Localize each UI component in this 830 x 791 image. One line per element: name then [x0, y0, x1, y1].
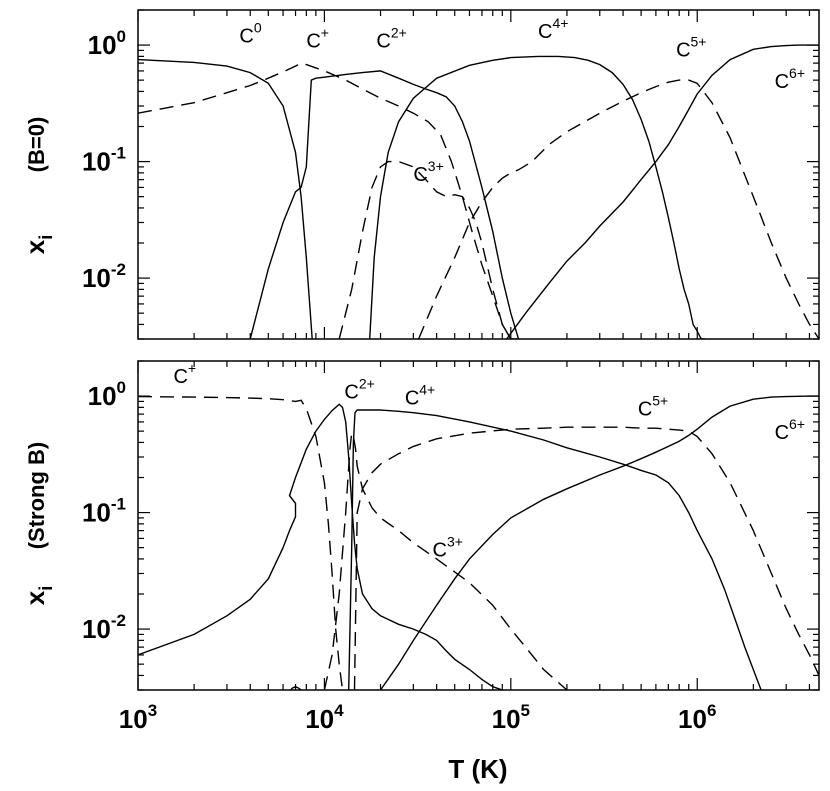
- y-tick-label-base: 10: [88, 381, 117, 411]
- y-tick-label: 10-2: [82, 260, 126, 293]
- species-label-base: C: [432, 539, 446, 561]
- x-tick-label-exp: 3: [148, 701, 157, 720]
- x-tick-label-exp: 6: [707, 701, 716, 720]
- series-C2plus-line: [249, 70, 520, 339]
- species-label: C4+: [405, 381, 435, 409]
- y-tick-label-base: 10: [82, 147, 111, 177]
- y-tick-label-exp: -2: [111, 260, 126, 279]
- species-label: C2+: [376, 25, 406, 53]
- series-C6plus-line: [379, 395, 819, 690]
- series-C3plus-line: [323, 430, 568, 690]
- x-tick-label-exp: 5: [521, 701, 530, 720]
- series-group: [138, 395, 819, 690]
- species-label-sup: 2+: [391, 25, 407, 41]
- y-tick-label-base: 10: [82, 263, 111, 293]
- species-label: C5+: [638, 393, 668, 421]
- y-tick-label: 100: [88, 378, 126, 411]
- species-label-base: C: [638, 399, 652, 421]
- species-label: C2+: [344, 376, 374, 404]
- x-tick-label-base: 10: [678, 704, 707, 734]
- series-C5plus-line: [417, 79, 819, 339]
- series-Cplus-line: [138, 62, 512, 339]
- series-C0-line: [138, 58, 313, 339]
- x-tick-label: 103: [119, 701, 157, 734]
- series-C4plus-line: [369, 55, 705, 339]
- species-label-base: C: [775, 422, 789, 444]
- x-tick-label-base: 10: [119, 704, 148, 734]
- species-label: C3+: [432, 533, 462, 561]
- series-Cplus-line: [138, 395, 344, 690]
- panel-b0-ylabel-sub: i: [36, 235, 56, 240]
- species-label-base: C: [239, 26, 253, 48]
- series-C5plus-line: [353, 426, 819, 690]
- panel-strong-b-ylabel: xi: [20, 586, 56, 605]
- y-tick-label: 10-1: [82, 144, 126, 177]
- species-label-base: C: [306, 31, 320, 53]
- y-tick-label-exp: -2: [111, 611, 126, 630]
- species-label-sup: +: [188, 360, 196, 376]
- species-label-sup: 2+: [359, 376, 375, 392]
- y-tick-label-exp: 0: [117, 27, 126, 46]
- species-label-sup: 3+: [447, 533, 463, 549]
- y-tick-label: 10-2: [82, 611, 126, 644]
- species-label-sup: +: [321, 25, 329, 41]
- species-label: C5+: [676, 33, 706, 61]
- y-tick-label-exp: -1: [111, 495, 126, 514]
- species-label-sup: 5+: [691, 33, 707, 49]
- y-tick-label-base: 10: [88, 30, 117, 60]
- x-tick-label-exp: 4: [334, 701, 344, 720]
- species-label-base: C: [344, 382, 358, 404]
- x-tick-label: 105: [492, 701, 530, 734]
- species-label-base: C: [413, 164, 427, 186]
- series-C0-line: [289, 685, 303, 690]
- panel-strong-b-ylabel-sub: i: [36, 586, 56, 591]
- panel-strong-b-label: (Strong B): [24, 442, 49, 550]
- panel-b0-ylabel: xi: [20, 235, 56, 254]
- species-label-sup: 4+: [553, 15, 569, 31]
- species-label: C6+: [775, 65, 805, 93]
- y-tick-label-base: 10: [82, 498, 111, 528]
- x-tick-label: 104: [305, 701, 344, 734]
- species-label-base: C: [173, 366, 187, 388]
- panel-strong-b-ylabel-main: x: [20, 590, 50, 605]
- y-tick-label: 10-1: [82, 495, 126, 528]
- species-label-sup: 3+: [428, 158, 444, 174]
- y-tick-label-exp: 0: [117, 378, 126, 397]
- x-axis-title: T (K): [448, 754, 507, 784]
- species-label-base: C: [538, 21, 552, 43]
- panel-b0-label: (B=0): [24, 117, 49, 173]
- species-label-base: C: [405, 387, 419, 409]
- species-label: C+: [306, 25, 329, 53]
- x-tick-label-base: 10: [492, 704, 521, 734]
- species-label: C+: [173, 360, 196, 388]
- series-C3plus-line: [338, 160, 519, 339]
- x-tick-label-base: 10: [305, 704, 334, 734]
- panel-strong-b-frame: [137, 360, 820, 691]
- series-C4plus-line: [348, 409, 762, 690]
- species-label-sup: 0: [254, 20, 262, 36]
- species-label-sup: 6+: [789, 65, 805, 81]
- species-label-base: C: [376, 31, 390, 53]
- x-tick-label: 106: [678, 701, 716, 734]
- species-label-sup: 4+: [419, 381, 435, 397]
- species-label: C4+: [538, 15, 568, 43]
- species-label-sup: 5+: [652, 393, 668, 409]
- series-C2plus-line: [138, 403, 503, 690]
- y-tick-label-exp: -1: [111, 144, 126, 163]
- species-label-base: C: [775, 71, 789, 93]
- species-label-base: C: [676, 39, 690, 61]
- panel-b0-ylabel-main: x: [20, 239, 50, 254]
- series-group: [138, 44, 819, 339]
- species-label: C6+: [775, 416, 805, 444]
- species-label-sup: 6+: [789, 416, 805, 432]
- panel-b0-frame: [137, 9, 820, 340]
- y-tick-label-base: 10: [82, 614, 111, 644]
- y-tick-label: 100: [88, 27, 126, 60]
- series-C6plus-line: [506, 44, 819, 339]
- species-label: C3+: [413, 158, 443, 186]
- species-label: C0: [239, 20, 261, 48]
